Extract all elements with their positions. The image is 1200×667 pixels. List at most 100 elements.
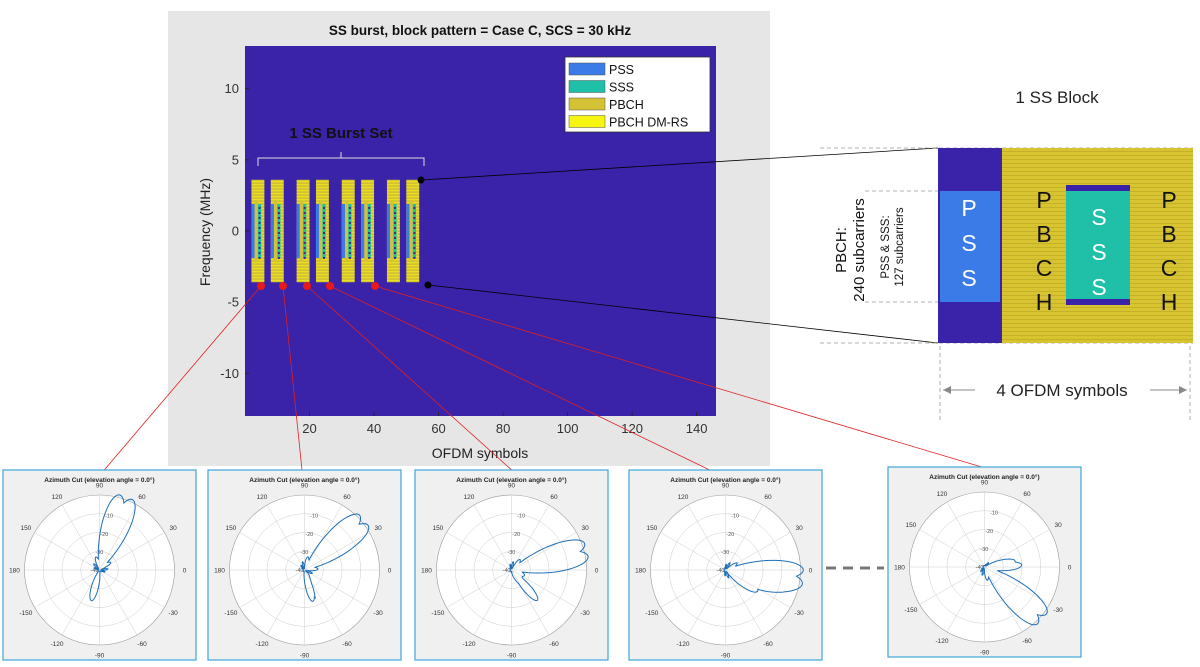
x-axis-ticks: 20 40 60 80 100 120 140 [302,412,707,436]
polar-spoke [687,504,726,571]
polar-angle-label: 120 [678,494,689,501]
polar-angle-label: 30 [581,525,589,532]
polar-angle-label: 0 [809,568,813,575]
x-tick-label: 20 [302,421,316,436]
polar-angle-label: 0 [1068,565,1072,572]
ss-blocks [251,179,420,283]
polar-angle-label: 150 [905,522,916,529]
y-tick-label: 5 [232,152,239,167]
sss-column [393,203,397,259]
polar-spoke [660,569,726,608]
sss-top-edge [1066,185,1130,191]
polar-radial-label: -40 [91,568,99,574]
polar-radial-label: -40 [976,565,984,571]
sss-dot [303,236,306,239]
sss-dot [413,246,416,249]
polar-spoke [919,529,985,568]
polar-spoke [946,501,985,568]
polar-angle-label: -60 [1022,638,1032,645]
polar-spoke [304,569,370,608]
pss-sss-label-line2: 127 subcarriers [894,207,906,287]
polar-spoke [473,504,512,571]
polar-angle-label: -30 [1053,607,1063,614]
polar-angle-label: 180 [214,568,225,575]
sss-dot [394,251,397,254]
polar-angle-label: -120 [935,638,948,645]
ss-block-detail: 1 SS Block P S S S S S P B C [820,88,1193,420]
sss-dot [258,236,261,239]
polar-angle-label: -150 [224,610,237,617]
chart-title: SS burst, block pattern = Case C, SCS = … [329,23,632,38]
zoom-line-top [420,147,939,181]
polar-title: Azimuth Cut (elevation angle = 0.0°) [929,473,1039,481]
pbch-label-line2: 240 subcarriers [851,198,868,301]
sss-region [1066,185,1130,305]
polar-radial-label: -30 [507,550,515,556]
sss-dot [368,221,371,224]
sss-dot [258,246,261,249]
sss-dot [323,216,326,219]
sss-dot [413,256,416,259]
sss-dot [413,231,416,234]
ofdm-symbols-label: 4 OFDM symbols [996,381,1127,400]
legend-swatch [568,97,606,111]
polar-spoke [660,532,726,571]
sss-dot [413,226,416,229]
sss-dot [277,206,280,209]
y-axis-label: Frequency (MHz) [197,178,213,286]
sss-dot [323,246,326,249]
polar-title: Azimuth Cut (elevation angle = 0.0°) [670,476,780,484]
sss-bottom-edge [1066,299,1130,305]
sss-dot [394,226,397,229]
beam-line-2 [282,285,303,471]
polar-plot: Azimuth Cut (elevation angle = 0.0°) 0 30 6… [207,469,402,661]
sss-dot [368,246,371,249]
sss-dot [394,246,397,249]
sss-dot [413,206,416,209]
polar-angle-label: 0 [183,568,187,575]
sss-dot [348,236,351,239]
polar-radial-label: -40 [717,568,725,574]
legend-swatch [568,115,606,128]
sss-dot [277,221,280,224]
polar-spoke [725,569,791,608]
polar-angle-label: 90 [722,483,730,490]
sss-letter: S [1091,239,1106,265]
polar-spoke [99,504,138,571]
pbch-letter: C [1161,255,1178,281]
sss-dot [258,256,261,259]
polar-spoke [239,532,305,571]
sss-dot [413,216,416,219]
sss-dot [413,251,416,254]
polar-angle-label: -30 [373,610,383,617]
polar-angle-label: 150 [432,525,443,532]
polar-spoke [34,532,100,571]
polar-radial-label: -10 [990,511,998,517]
sss-dot [303,216,306,219]
polar-angle-label: -120 [676,641,689,648]
polar-angle-label: -120 [462,641,475,648]
sss-dot [303,246,306,249]
pbch-letter: P [1036,187,1051,213]
pbch-gap [345,201,349,261]
sss-dot [368,206,371,209]
beam-pattern-line [300,513,370,602]
polar-radial-label: -20 [726,532,734,538]
polar-angle-label: 30 [795,525,803,532]
pss-letter: S [961,230,976,256]
polar-spoke [984,501,1023,568]
ofdm-arrowhead-left [943,386,951,394]
polar-spoke [984,566,1023,633]
polar-radial-label: -30 [980,547,988,553]
pbch-gap [299,201,304,261]
polar-spoke [99,569,138,636]
pss-column [315,203,320,259]
sss-dot [323,211,326,214]
pbch-label-line1: PBCH: [833,227,850,273]
polar-title: Azimuth Cut (elevation angle = 0.0°) [44,476,154,484]
pss-column [341,203,346,259]
sss-dot [277,211,280,214]
zoom-line-bottom [427,284,939,344]
sss-dot [258,216,261,219]
polar-spoke [266,504,305,571]
